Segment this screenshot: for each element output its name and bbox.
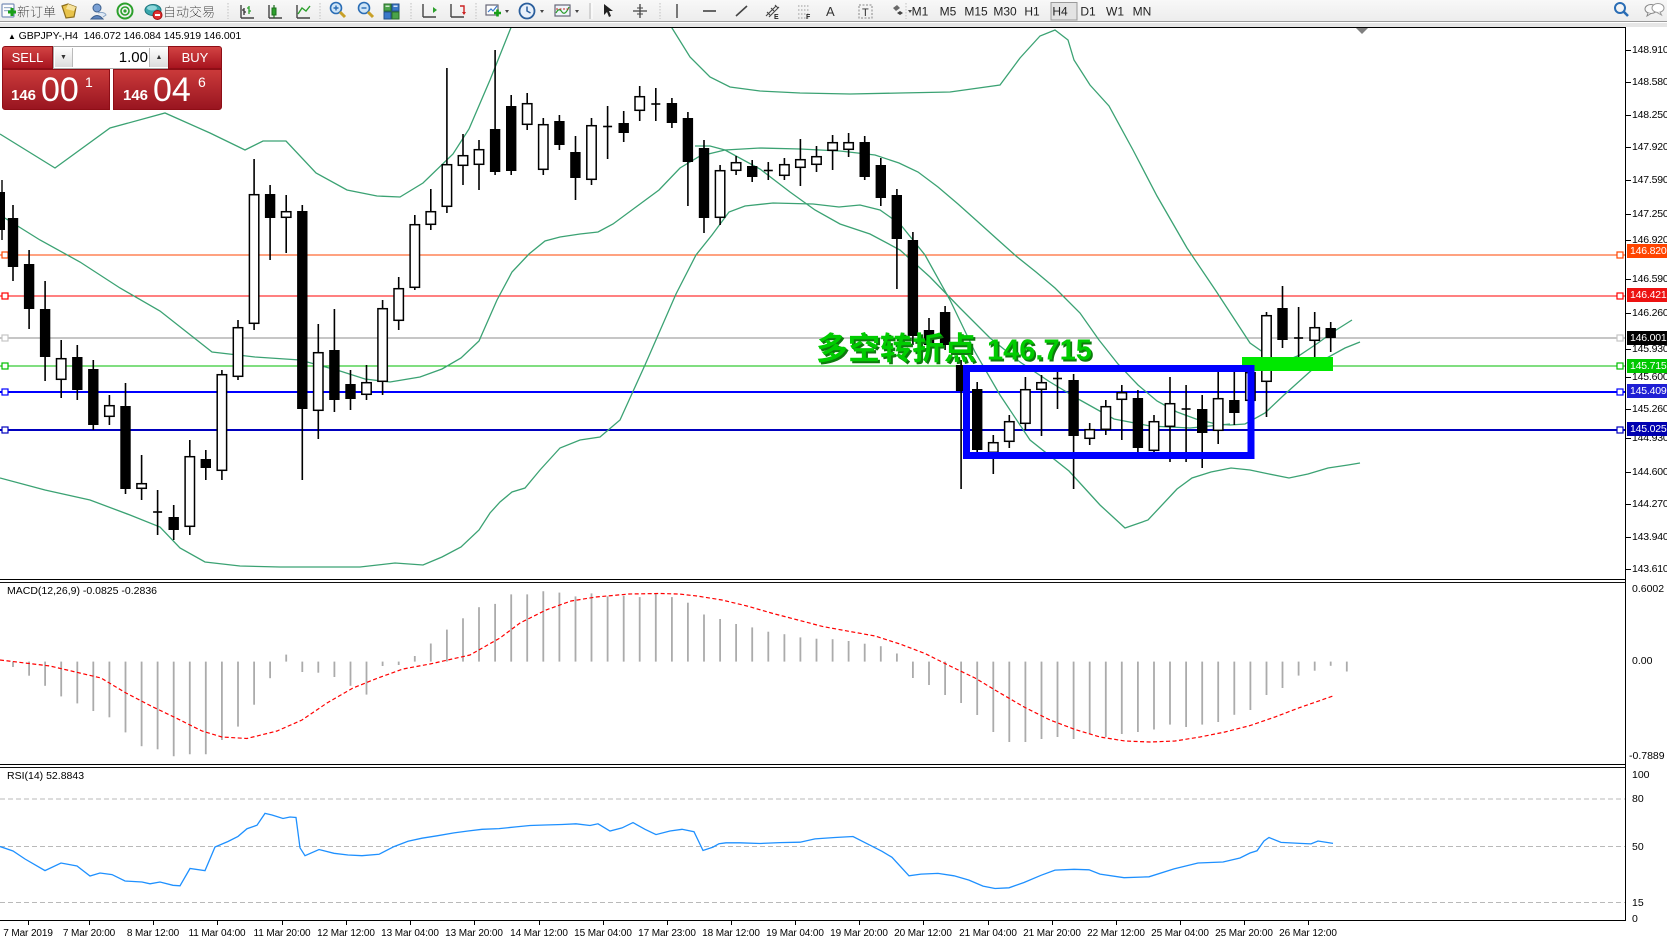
svg-text:M1: M1 [912, 5, 929, 19]
svg-text:A: A [826, 4, 835, 19]
svg-text:M15: M15 [964, 5, 988, 19]
svg-text:H4: H4 [1052, 5, 1068, 19]
svg-text:MN: MN [1133, 5, 1152, 19]
svg-text:M30: M30 [993, 5, 1017, 19]
svg-text:H1: H1 [1024, 5, 1040, 19]
svg-text:F: F [806, 14, 811, 21]
svg-text:146.715: 146.715 [987, 335, 1092, 367]
svg-text:W1: W1 [1106, 5, 1124, 19]
svg-text:D1: D1 [1080, 5, 1096, 19]
svg-text:M5: M5 [940, 5, 957, 19]
svg-text:T: T [862, 7, 869, 19]
svg-text:E: E [774, 14, 779, 21]
